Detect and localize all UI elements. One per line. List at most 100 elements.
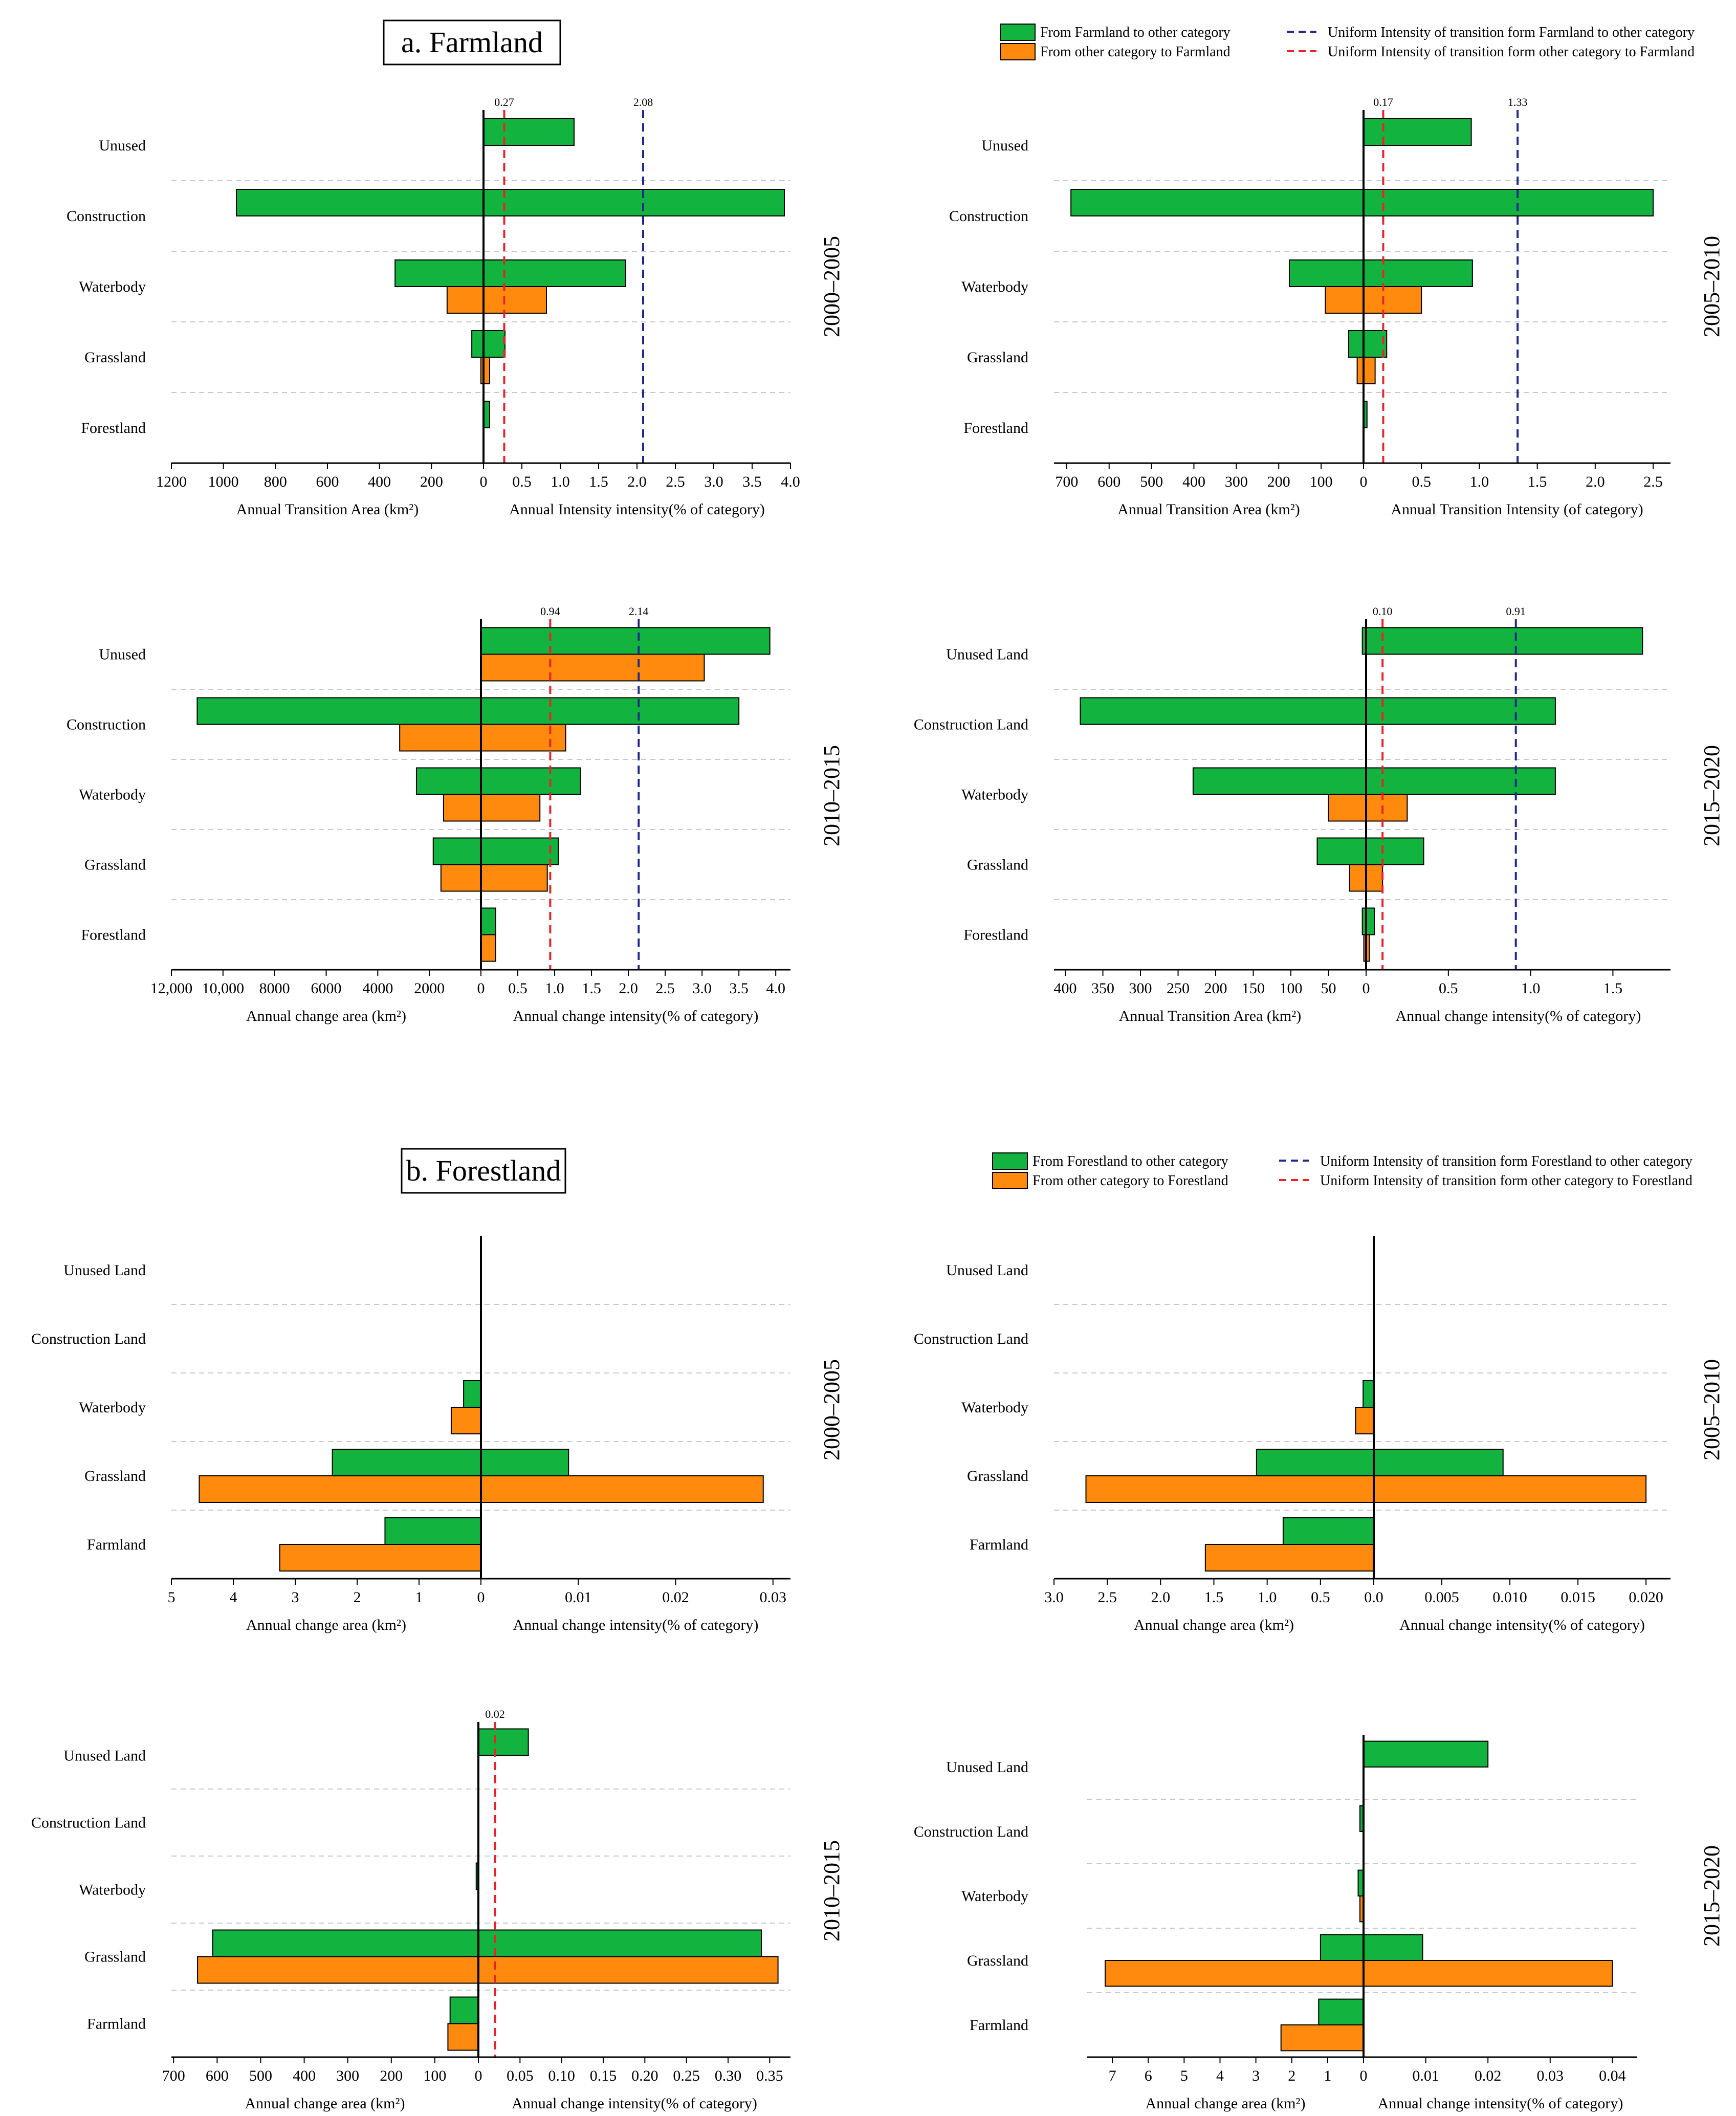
tick-label: 200 (380, 2067, 403, 2084)
category-label: Farmland (87, 1536, 146, 1553)
tick-label: 0.5 (1412, 473, 1431, 490)
bar-area-out (332, 1449, 481, 1476)
tick-label: 250 (1167, 980, 1190, 997)
chart-panel-a1: Unused Construction Waterbody Grassland Fore… (67, 96, 844, 518)
tick-label: 500 (1140, 473, 1163, 490)
tick-label: 0.5 (508, 980, 528, 997)
tick-label: 2 (1288, 2067, 1295, 2084)
x-axis-title-right: Annual Intensity intensity(% of category… (509, 501, 765, 518)
bar-area-in (447, 2023, 479, 2051)
category-label: Construction (67, 716, 146, 733)
tick-label: 4000 (362, 980, 393, 997)
bar-intensity-out (1363, 1934, 1423, 1961)
section-title: a. Farmland (401, 26, 543, 59)
legend-label: Uniform Intensity of transition form oth… (1320, 1173, 1693, 1189)
tick-label: 2.5 (666, 473, 685, 490)
category-label: Construction (67, 208, 146, 225)
section-title-box (401, 1148, 566, 1194)
tick-label: 10,000 (202, 980, 245, 997)
category-label: Waterbody (961, 1399, 1028, 1416)
tick-label: 1.5 (582, 980, 601, 997)
legend-label: From other category to Farmland (1040, 44, 1230, 60)
bar-intensity-in (480, 934, 496, 962)
uniform-line-out-label: 1.33 (1508, 96, 1528, 108)
x-axis-title-right: Annual Transition Intensity (of category… (1391, 501, 1643, 518)
bar-intensity-in (1363, 357, 1376, 384)
bar-intensity-out (1366, 627, 1643, 655)
period-label: 2000–2005 (819, 1359, 844, 1460)
category-label: Unused Land (946, 1759, 1028, 1776)
x-axis-title-left: Annual Transition Area (km²) (1117, 501, 1300, 518)
bar-intensity-out (480, 767, 581, 795)
bar-intensity-out (483, 330, 506, 358)
x-axis-title-left: Annual change area (km²) (1134, 1617, 1294, 1633)
tick-label: 1.5 (1528, 473, 1547, 490)
uniform-line-in-label: 0.27 (494, 96, 514, 108)
tick-label: 2.0 (1151, 1589, 1171, 1606)
legend-item-3: Uniform Intensity of transition form oth… (1279, 1173, 1693, 1189)
bar-area-in (1280, 2024, 1365, 2052)
bar-intensity-out (480, 697, 740, 725)
tick-label: 0.5 (1311, 1589, 1330, 1606)
chart-panel-b3: Unused Land Construction Land Waterbody Gra… (31, 1708, 844, 2112)
tick-label: 800 (264, 473, 287, 490)
tick-label: 5 (1180, 2067, 1188, 2084)
category-label: Unused Land (63, 1262, 146, 1279)
tick-label: 700 (1055, 473, 1078, 490)
tick-label: 3.0 (1044, 1589, 1064, 1606)
bar-intensity-out (1366, 907, 1375, 935)
x-axis-title-left: Annual change area (km²) (245, 2095, 405, 2112)
x-axis-title-right: Annual change intensity(% of category) (1378, 2095, 1623, 2112)
tick-label: 0.03 (760, 1589, 787, 1606)
bar-area-out (449, 1996, 479, 2024)
legend-item-2: Uniform Intensity of transition form Far… (1287, 25, 1695, 40)
tick-label: 0 (477, 1589, 485, 1606)
tick-label: 0.5 (512, 473, 532, 490)
tick-label: 400 (1182, 473, 1205, 490)
legend-swatch-orange (992, 1172, 1028, 1189)
tick-label: 500 (249, 2067, 272, 2084)
x-axis-title-right: Annual change intensity(% of category) (1399, 1617, 1645, 1633)
tick-label: 700 (162, 2067, 185, 2084)
sections-layer: a. Farmland From Farmland to other catego… (383, 19, 1695, 1194)
tick-label: 3.0 (692, 980, 712, 997)
legend-label: From other category to Forestland (1032, 1173, 1228, 1189)
bar-area-in (1355, 1407, 1374, 1434)
bar-area-out (1080, 697, 1367, 725)
tick-label: 1.0 (551, 473, 570, 490)
category-label: Grassland (84, 1949, 146, 1966)
bar-intensity-out (478, 1929, 762, 1957)
bar-area-out (1192, 767, 1367, 795)
category-label: Unused Land (946, 646, 1028, 663)
tick-label: 4 (230, 1589, 237, 1606)
legend-item-1: From other category to Forestland (992, 1172, 1228, 1189)
bar-area-in (1328, 794, 1367, 822)
category-label: Construction Land (914, 716, 1028, 733)
bar-intensity-out (1363, 118, 1472, 146)
tick-label: 1.5 (1204, 1589, 1224, 1606)
legend-label: Uniform Intensity of transition form oth… (1328, 44, 1695, 60)
uniform-line-in-label: 0.17 (1373, 96, 1393, 108)
chart-panel-a2: Unused Construction Waterbody Grassland Fore… (949, 96, 1724, 518)
tick-label: 3 (292, 1589, 299, 1606)
tick-label: 200 (420, 473, 443, 490)
tick-label: 2000 (414, 980, 445, 997)
x-axis-title-right: Annual change intensity(% of category) (513, 1617, 759, 1633)
tick-label: 0.03 (1537, 2067, 1564, 2084)
tick-label: 350 (1091, 980, 1114, 997)
bar-intensity-in (480, 653, 705, 682)
bar-intensity-in (478, 1956, 779, 1984)
tick-label: 6000 (311, 980, 342, 997)
x-axis-title-right: Annual change intensity(% of category) (513, 1008, 759, 1024)
category-label: Construction Land (914, 1823, 1028, 1840)
chart-panel-a4: Unused Land Construction Land Waterbody Gra… (914, 605, 1724, 1024)
bar-intensity-out (480, 907, 496, 935)
bar-area-in (279, 1544, 481, 1572)
bar-area-in (1085, 1475, 1374, 1503)
category-label: Grassland (967, 857, 1028, 874)
tick-label: 200 (1267, 473, 1290, 490)
category-label: Construction Land (31, 1815, 146, 1831)
tick-label: 0.10 (548, 2067, 575, 2084)
category-label: Unused (99, 646, 146, 663)
bar-intensity-out (1363, 1740, 1489, 1768)
